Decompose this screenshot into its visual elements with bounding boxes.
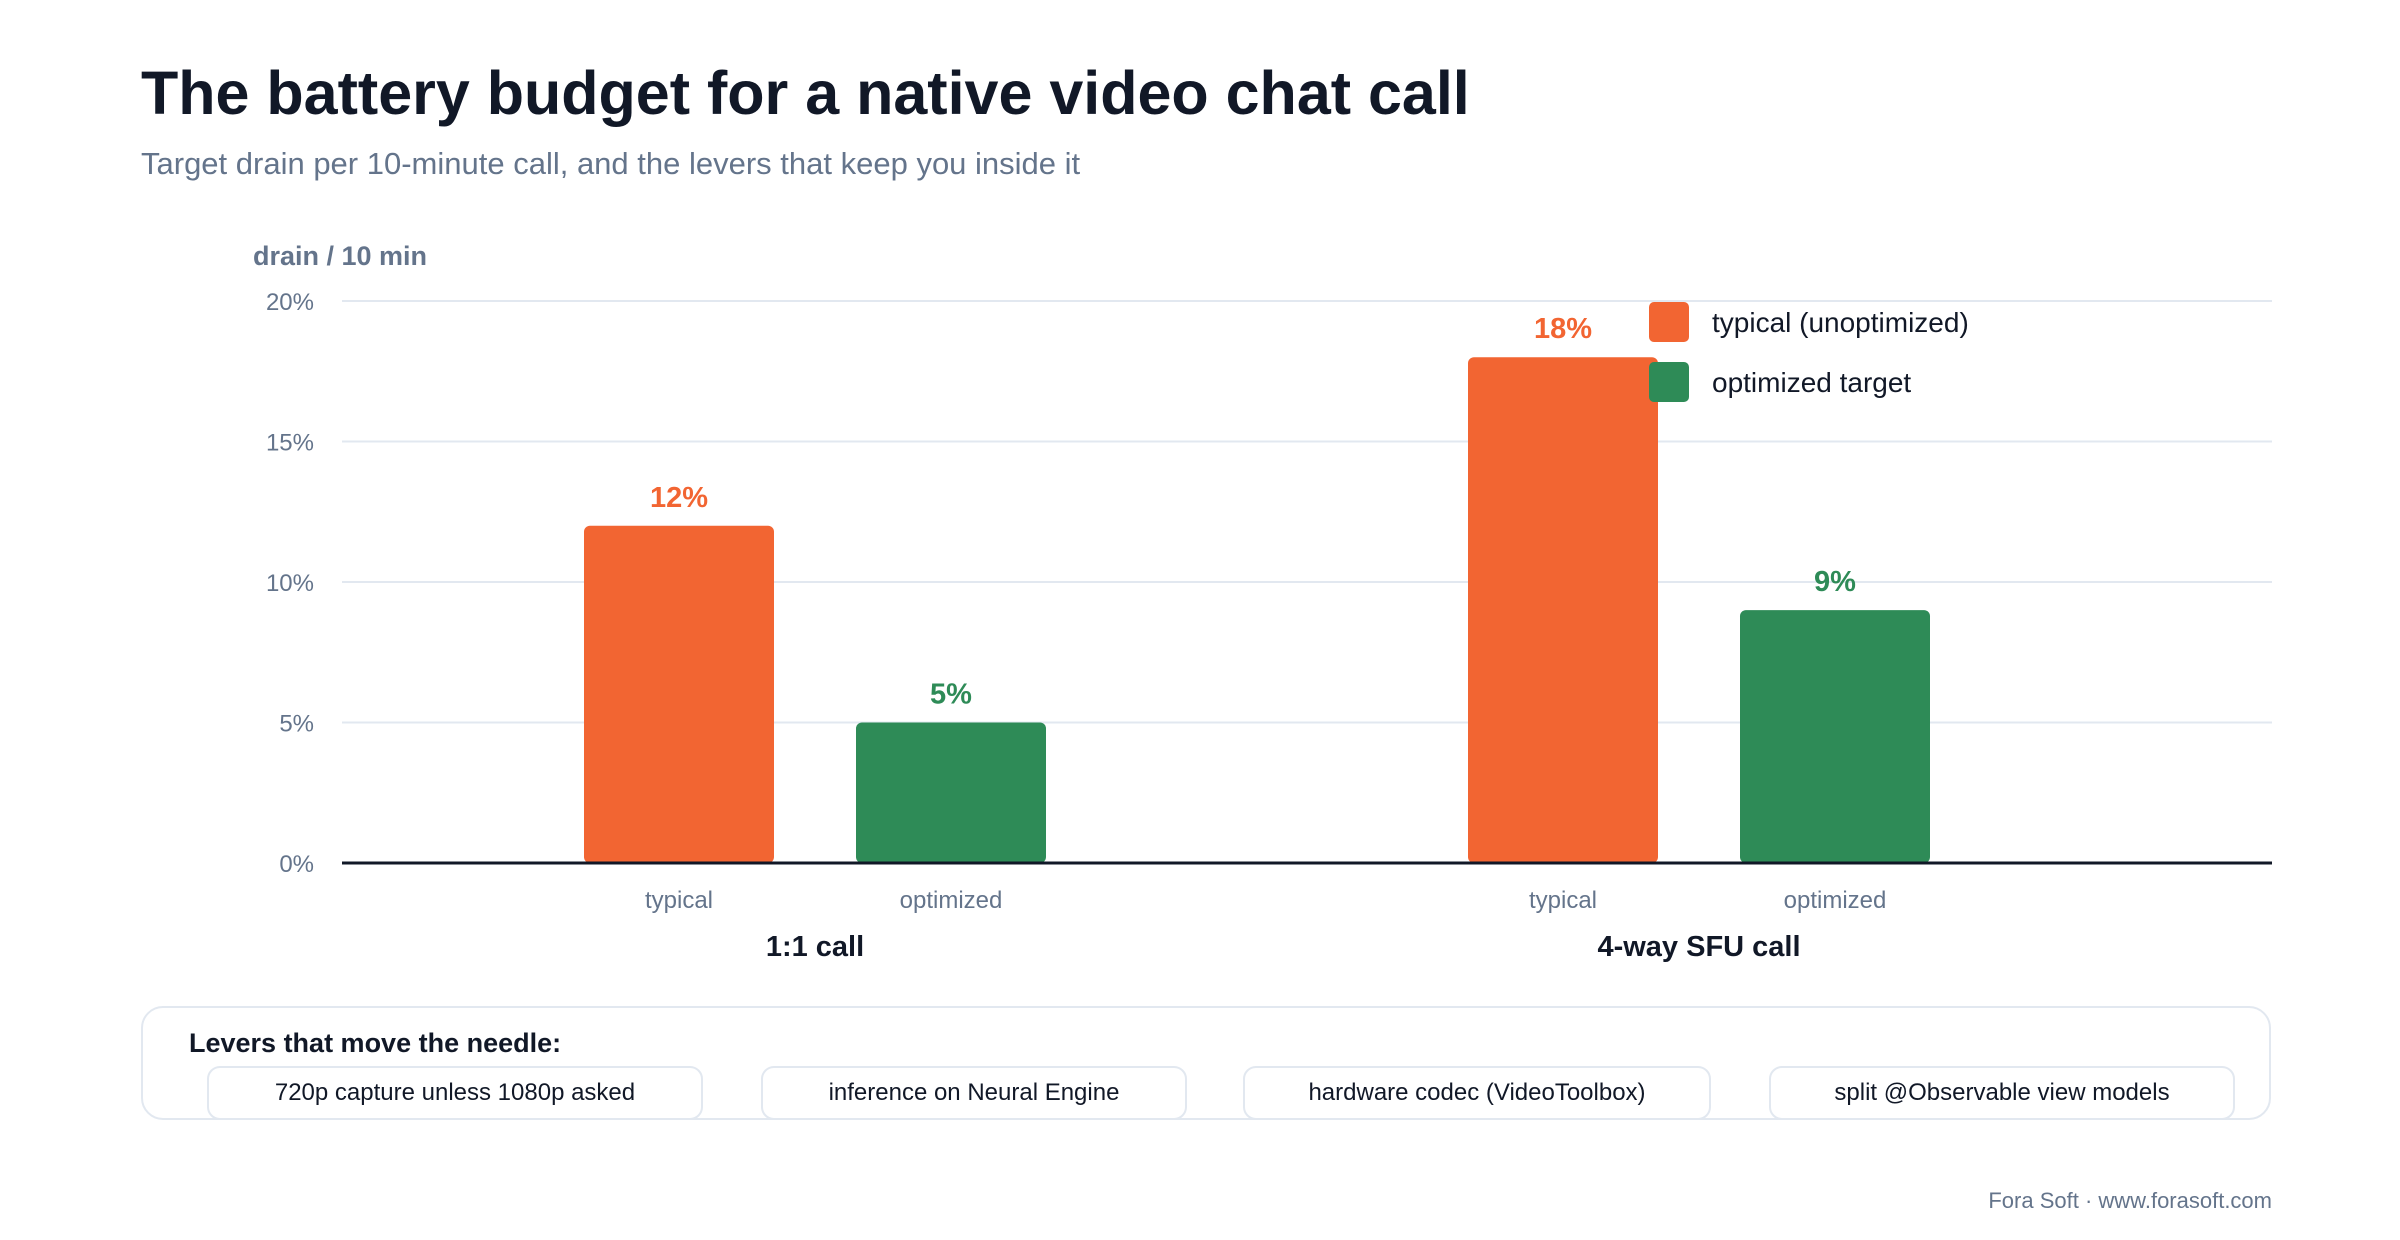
- legend-swatch: [1649, 302, 1689, 342]
- group-label: 4-way SFU call: [1597, 931, 1800, 963]
- group-label: 1:1 call: [766, 931, 864, 963]
- page-title: The battery budget for a native video ch…: [141, 59, 1470, 127]
- bar: [1468, 357, 1658, 863]
- levers-title: Levers that move the needle:: [189, 1028, 562, 1058]
- bar-value-label: 12%: [650, 482, 708, 514]
- footer-credit: Fora Soft · www.forasoft.com: [1988, 1188, 2272, 1213]
- bar-value-label: 9%: [1814, 566, 1856, 598]
- bar-category-label: optimized: [1784, 887, 1887, 914]
- bar-category-label: typical: [645, 887, 713, 914]
- bar: [584, 525, 774, 863]
- lever-chip: 720p capture unless 1080p asked: [207, 1066, 703, 1120]
- lever-chip: inference on Neural Engine: [761, 1066, 1187, 1120]
- legend-label: typical (unoptimized): [1712, 307, 1969, 338]
- bar-value-label: 18%: [1534, 313, 1592, 345]
- bar-category-label: optimized: [900, 887, 1003, 914]
- y-tick-label: 5%: [279, 711, 314, 738]
- y-tick-label: 10%: [266, 570, 314, 597]
- page-subtitle: Target drain per 10-minute call, and the…: [141, 146, 1081, 181]
- bar-category-label: typical: [1529, 887, 1597, 914]
- bar-value-label: 5%: [930, 679, 972, 711]
- bar-chart: drain / 10 min 0% 5% 10% 15% 20% 12% typical 5% o…: [253, 241, 2272, 963]
- y-tick-label: 15%: [266, 430, 314, 457]
- lever-chip: hardware codec (VideoToolbox): [1243, 1066, 1711, 1120]
- bar: [856, 722, 1046, 863]
- y-axis-label: drain / 10 min: [253, 241, 427, 271]
- lever-chip: split @Observable view models: [1769, 1066, 2235, 1120]
- levers-panel: Levers that move the needle: 720p captur…: [141, 1006, 2271, 1120]
- y-tick-label: 0%: [279, 851, 314, 878]
- legend-swatch: [1649, 362, 1689, 402]
- legend-label: optimized target: [1712, 367, 1911, 398]
- y-tick-label: 20%: [266, 289, 314, 316]
- bar: [1740, 610, 1930, 863]
